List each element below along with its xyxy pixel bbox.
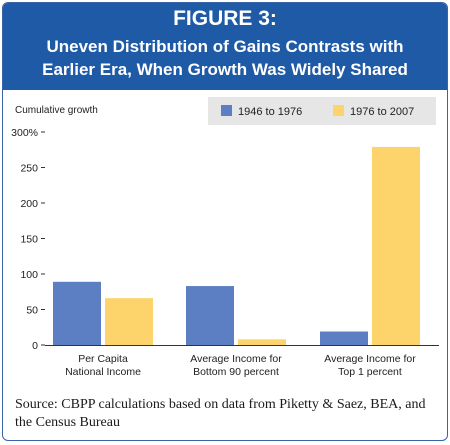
bar-1946-1976-0 (53, 281, 101, 345)
bar-1976-2007-2 (372, 146, 420, 345)
y-tick-label: 250 (20, 163, 38, 175)
legend-swatch-1946-1976 (221, 105, 232, 116)
y-tick-label: 300% (11, 127, 38, 139)
x-tick-label: Average Income for (324, 353, 416, 365)
x-tick-label: National Income (65, 366, 141, 378)
y-tick-label: 200 (20, 198, 38, 210)
y-axis-title: Cumulative growth (15, 105, 98, 116)
y-tick-label: 150 (20, 234, 38, 246)
legend-box (208, 97, 436, 125)
x-tick-label: Bottom 90 percent (193, 366, 279, 378)
figure-title-line-1: Uneven Distribution of Gains Contrasts w… (46, 37, 404, 56)
legend-swatch-1976-2007 (333, 105, 344, 116)
chart-legend: 1946 to 1976 1976 to 2007 (208, 97, 436, 125)
bar-1946-1976-2 (320, 331, 368, 345)
bar-1976-2007-0 (105, 298, 153, 345)
y-tick-label: 0 (32, 340, 38, 352)
figure-number: FIGURE 3: (173, 7, 277, 30)
source-note: Source: CBPP calculations based on data … (15, 397, 426, 430)
y-tick-label: 50 (26, 305, 38, 317)
x-tick-label: Top 1 percent (338, 366, 402, 378)
y-tick-label: 100 (20, 269, 38, 281)
y-axis: 0 50 100 150 200 250 300% (11, 127, 45, 352)
bar-chart: Cumulative growth 1946 to 1976 1976 to 2… (11, 97, 439, 378)
x-tick-label: Average Income for (190, 353, 282, 365)
legend-label-1946-1976: 1946 to 1976 (238, 106, 302, 118)
x-tick-label: Per Capita (78, 353, 128, 365)
bars-group (53, 146, 420, 345)
figure-panel: FIGURE 3: Uneven Distribution of Gains C… (2, 2, 448, 441)
figure-title-line-2: Earlier Era, When Growth Was Widely Shar… (42, 60, 408, 79)
bar-1946-1976-1 (186, 286, 234, 345)
bar-1976-2007-1 (238, 339, 286, 345)
legend-label-1976-2007: 1976 to 2007 (350, 106, 414, 118)
figure-banner: FIGURE 3: Uneven Distribution of Gains C… (3, 3, 447, 90)
